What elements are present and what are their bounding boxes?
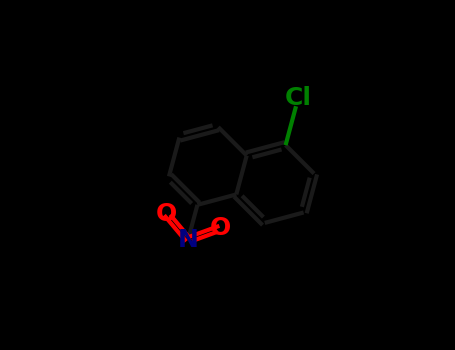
Text: O: O (210, 216, 231, 240)
Text: Cl: Cl (285, 86, 312, 110)
Text: N: N (177, 228, 198, 252)
Text: O: O (156, 202, 177, 226)
